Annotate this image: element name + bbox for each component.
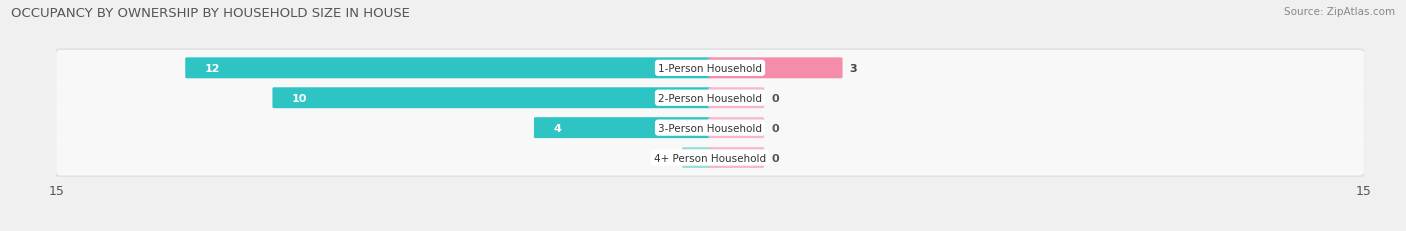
FancyBboxPatch shape — [53, 139, 1367, 177]
Text: 0: 0 — [770, 93, 779, 103]
FancyBboxPatch shape — [53, 79, 1367, 118]
Text: 4: 4 — [553, 123, 561, 133]
FancyBboxPatch shape — [53, 109, 1367, 147]
FancyBboxPatch shape — [709, 58, 842, 79]
FancyBboxPatch shape — [56, 51, 1364, 86]
FancyBboxPatch shape — [53, 49, 1367, 88]
Text: OCCUPANCY BY OWNERSHIP BY HOUSEHOLD SIZE IN HOUSE: OCCUPANCY BY OWNERSHIP BY HOUSEHOLD SIZE… — [11, 7, 411, 20]
Text: 1-Person Household: 1-Person Household — [658, 64, 762, 73]
FancyBboxPatch shape — [186, 58, 711, 79]
Text: 2-Person Household: 2-Person Household — [658, 93, 762, 103]
FancyBboxPatch shape — [709, 147, 763, 168]
FancyBboxPatch shape — [56, 80, 1364, 116]
Text: 12: 12 — [204, 64, 219, 73]
Text: 3-Person Household: 3-Person Household — [658, 123, 762, 133]
FancyBboxPatch shape — [709, 118, 763, 139]
FancyBboxPatch shape — [56, 140, 1364, 176]
Text: Source: ZipAtlas.com: Source: ZipAtlas.com — [1284, 7, 1395, 17]
FancyBboxPatch shape — [682, 147, 711, 168]
FancyBboxPatch shape — [273, 88, 711, 109]
Text: 0: 0 — [669, 153, 678, 163]
FancyBboxPatch shape — [709, 88, 763, 109]
FancyBboxPatch shape — [56, 110, 1364, 146]
Text: 10: 10 — [291, 93, 307, 103]
Text: 0: 0 — [770, 153, 779, 163]
Text: 4+ Person Household: 4+ Person Household — [654, 153, 766, 163]
Text: 3: 3 — [849, 64, 858, 73]
FancyBboxPatch shape — [534, 118, 711, 139]
Text: 0: 0 — [770, 123, 779, 133]
